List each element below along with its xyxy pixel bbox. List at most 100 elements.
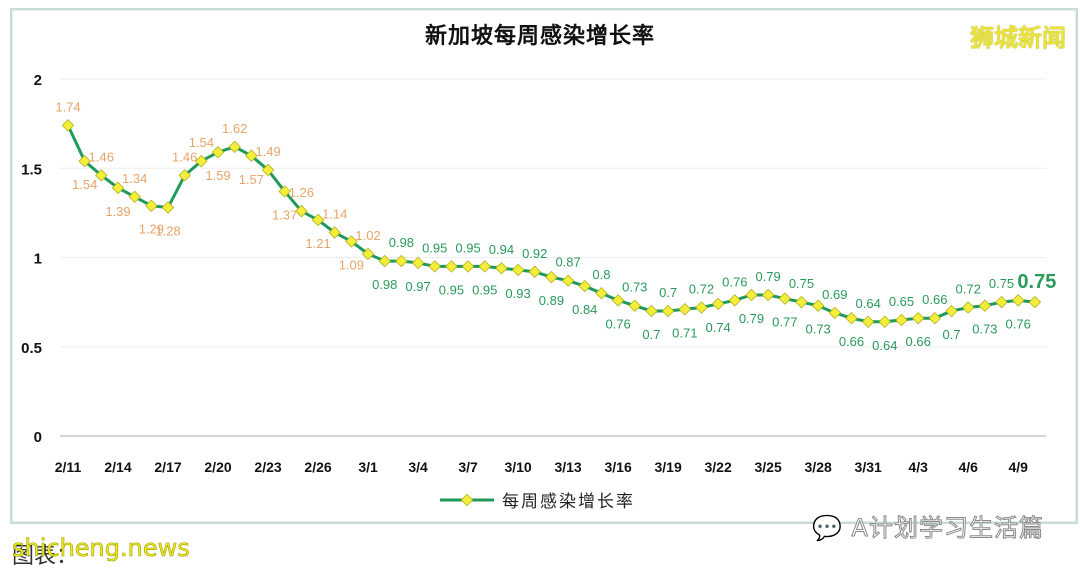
data-label: 1.59 <box>205 168 230 183</box>
data-label: 1.37 <box>272 207 297 222</box>
data-point-marker <box>895 313 908 327</box>
data-point-marker <box>561 274 575 287</box>
data-label: 0.7 <box>642 327 660 342</box>
data-label: 1.46 <box>89 149 114 164</box>
data-point-marker <box>345 235 358 248</box>
data-point-marker <box>911 311 925 325</box>
data-point-marker <box>228 140 241 154</box>
data-point-marker <box>211 145 225 159</box>
data-label: 0.98 <box>389 235 414 250</box>
data-point-marker <box>111 181 125 195</box>
data-label: 0.95 <box>472 282 497 297</box>
data-point-marker <box>428 260 441 273</box>
data-label: 0.76 <box>722 274 747 289</box>
data-label: 0.7 <box>942 327 960 342</box>
data-label: 0.73 <box>622 280 647 295</box>
data-point-marker <box>545 270 558 284</box>
data-label: 1.14 <box>322 207 347 222</box>
data-point-marker <box>711 297 725 311</box>
data-label: 1.62 <box>222 121 247 136</box>
data-label: 0.66 <box>922 292 947 307</box>
data-label: 0.64 <box>872 338 897 353</box>
data-label: 0.64 <box>856 296 881 311</box>
data-point-marker <box>578 279 591 293</box>
x-tick-label: 3/31 <box>855 459 882 475</box>
y-tick-label: 2 <box>34 72 42 89</box>
data-point-marker <box>378 254 391 268</box>
data-point-marker <box>1011 294 1025 307</box>
data-point-marker <box>978 299 992 312</box>
data-point-marker <box>878 315 892 328</box>
data-point-marker <box>461 260 475 273</box>
x-tick-label: 2/20 <box>204 459 231 475</box>
data-label-latest: 0.75 <box>1017 271 1056 293</box>
data-point-marker <box>778 292 792 305</box>
data-point-marker <box>795 295 808 309</box>
data-point-marker <box>995 295 1008 309</box>
data-label: 0.65 <box>889 294 914 309</box>
data-label: 0.75 <box>989 276 1014 291</box>
data-point-marker <box>645 304 658 318</box>
x-tick-label: 2/17 <box>154 459 181 475</box>
data-label: 0.92 <box>522 246 547 261</box>
data-label: 1.34 <box>122 171 147 186</box>
y-tick-label: 1.5 <box>21 161 42 178</box>
data-point-marker <box>845 311 858 325</box>
data-point-marker <box>261 163 275 177</box>
data-point-marker <box>728 294 742 307</box>
data-point-marker <box>178 169 191 182</box>
data-point-marker <box>61 119 75 132</box>
data-label: 0.72 <box>956 281 981 296</box>
data-point-marker <box>145 199 158 212</box>
data-point-marker <box>195 154 208 168</box>
data-point-marker <box>811 299 825 312</box>
data-label: 0.71 <box>672 325 697 340</box>
x-tick-label: 2/23 <box>254 459 281 475</box>
data-label: 0.95 <box>455 240 480 255</box>
data-point-marker <box>311 213 325 227</box>
data-label: 0.95 <box>439 282 464 297</box>
data-label: 0.89 <box>539 293 564 308</box>
data-point-marker <box>395 254 408 268</box>
data-label: 0.73 <box>972 322 997 337</box>
data-label: 0.76 <box>605 316 630 331</box>
data-point-marker <box>411 256 425 270</box>
data-point-marker <box>861 315 875 328</box>
data-point-marker <box>128 190 141 204</box>
data-point-marker <box>445 260 458 273</box>
x-tick-label: 2/14 <box>104 459 131 475</box>
data-label: 1.49 <box>255 144 280 159</box>
data-label: 1.54 <box>72 177 97 192</box>
data-label: 0.97 <box>405 279 430 294</box>
data-point-marker <box>478 260 491 273</box>
data-label: 1.29 <box>139 222 164 237</box>
chart-legend: 每周感染增长率 <box>440 487 635 512</box>
data-point-marker <box>828 306 842 320</box>
data-point-marker <box>95 169 108 182</box>
data-point-marker <box>161 201 175 214</box>
x-tick-label: 3/4 <box>408 459 428 475</box>
x-tick-label: 3/16 <box>604 459 631 475</box>
data-label: 0.74 <box>705 320 730 335</box>
data-label: 0.73 <box>805 322 830 337</box>
data-point-marker <box>1028 295 1042 309</box>
x-tick-label: 2/26 <box>304 459 331 475</box>
x-tick-label: 3/22 <box>705 459 732 475</box>
data-label: 0.95 <box>422 240 447 255</box>
data-point-marker <box>678 303 692 316</box>
chart-frame <box>10 8 1078 524</box>
data-label: 1.46 <box>172 149 197 164</box>
x-tick-label: 3/1 <box>358 459 378 475</box>
data-point-marker <box>661 304 675 318</box>
data-point-marker <box>295 204 308 218</box>
x-tick-label: 3/7 <box>458 459 478 475</box>
data-label: 1.02 <box>355 228 380 243</box>
x-tick-label: 4/9 <box>1008 459 1028 475</box>
y-tick-label: 0.5 <box>21 340 42 357</box>
data-point-marker <box>328 226 341 239</box>
x-tick-label: 3/25 <box>755 459 782 475</box>
brand-watermark: 狮城新闻 <box>970 24 1066 52</box>
x-tick-label: 3/10 <box>504 459 531 475</box>
data-point-marker <box>245 149 258 162</box>
